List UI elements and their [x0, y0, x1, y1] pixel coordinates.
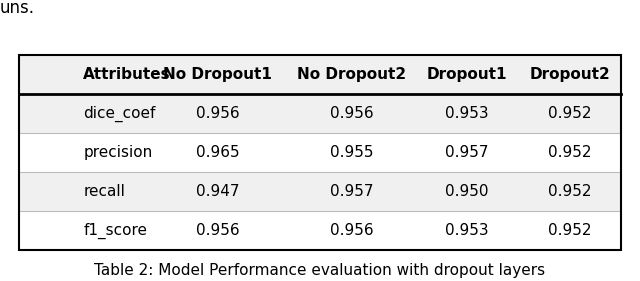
Text: Dropout2: Dropout2 [529, 67, 610, 82]
Text: Dropout1: Dropout1 [427, 67, 508, 82]
Text: recall: recall [83, 184, 125, 199]
Text: 0.953: 0.953 [445, 106, 489, 121]
Text: 0.956: 0.956 [196, 106, 239, 121]
Text: 0.957: 0.957 [330, 184, 374, 199]
Text: No Dropout2: No Dropout2 [298, 67, 406, 82]
Bar [19, 94, 621, 133]
Text: 0.965: 0.965 [196, 145, 239, 160]
Bar [19, 211, 621, 250]
Text: precision: precision [83, 145, 152, 160]
Text: 0.947: 0.947 [196, 184, 239, 199]
Text: 0.955: 0.955 [330, 145, 374, 160]
Text: 0.952: 0.952 [548, 184, 591, 199]
Text: f1_score: f1_score [83, 223, 147, 239]
Text: 0.957: 0.957 [445, 145, 489, 160]
Text: 0.956: 0.956 [330, 223, 374, 238]
Bar [19, 133, 621, 172]
Bar [19, 55, 621, 250]
Text: Attributes: Attributes [83, 67, 171, 82]
Text: 0.956: 0.956 [330, 106, 374, 121]
Text: Table 2: Model Performance evaluation with dropout layers: Table 2: Model Performance evaluation wi… [95, 263, 545, 278]
Text: uns.: uns. [0, 0, 35, 17]
Bar [19, 172, 621, 211]
Text: No Dropout1: No Dropout1 [163, 67, 272, 82]
Text: 0.950: 0.950 [445, 184, 489, 199]
Text: 0.952: 0.952 [548, 145, 591, 160]
Text: dice_coef: dice_coef [83, 106, 156, 122]
Text: 0.956: 0.956 [196, 223, 239, 238]
Text: 0.953: 0.953 [445, 223, 489, 238]
Text: 0.952: 0.952 [548, 223, 591, 238]
Text: 0.952: 0.952 [548, 106, 591, 121]
Bar [19, 55, 621, 94]
